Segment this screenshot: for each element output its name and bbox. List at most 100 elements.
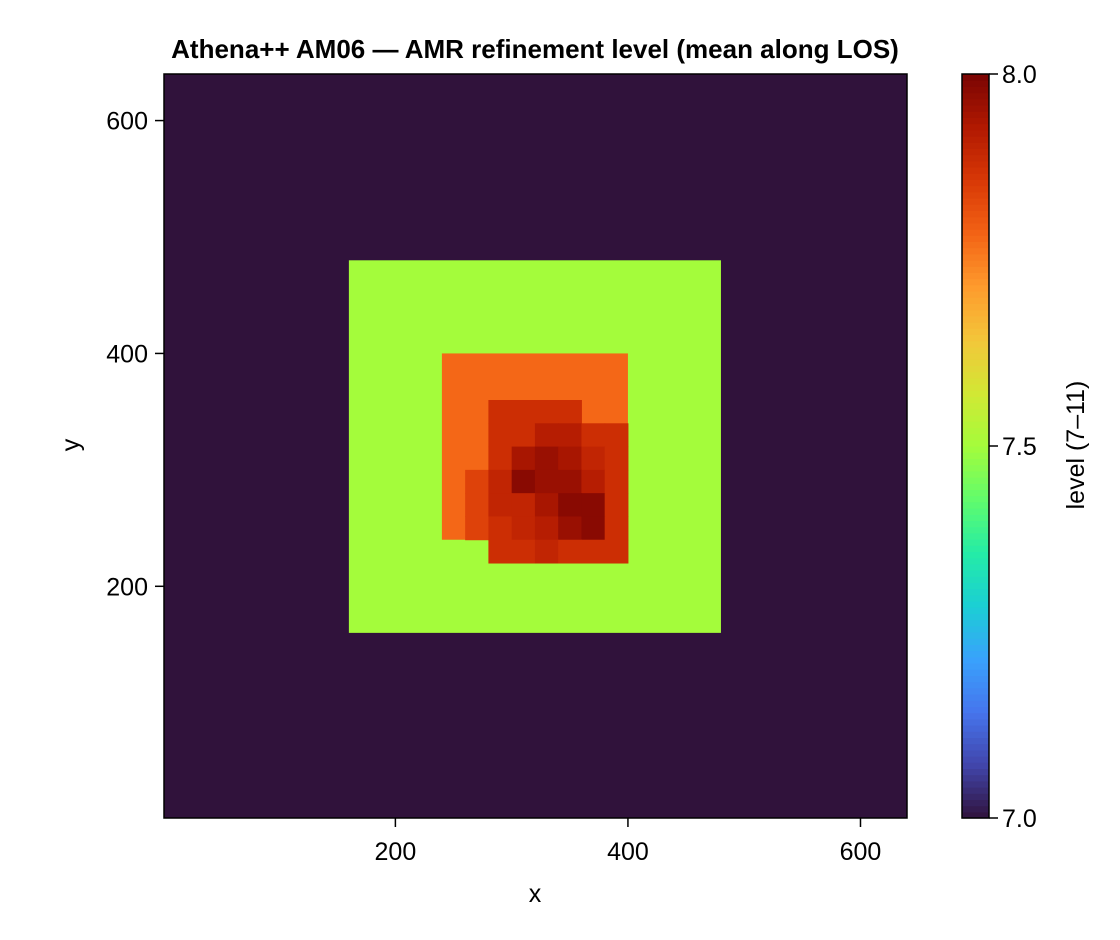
heatmap-cell (511, 539, 536, 564)
colorbar-strip (962, 117, 989, 125)
colorbar-strip (962, 80, 989, 87)
heatmap-cell (558, 400, 582, 424)
heatmap-cell (511, 469, 536, 494)
colorbar-strip (962, 334, 989, 342)
colorbar-strip (962, 774, 989, 782)
colorbar-strip (962, 210, 989, 218)
colorbar-strip (962, 229, 989, 236)
heatmap-cell (511, 493, 536, 517)
plot-area (164, 74, 907, 818)
colorbar-strip (962, 136, 989, 143)
colorbar-strip (962, 396, 989, 404)
colorbar-strip (962, 427, 989, 435)
colorbar-strip (962, 743, 989, 751)
colorbar-strip (962, 582, 989, 590)
colorbar-strip (962, 725, 989, 732)
x-tick-label: 400 (607, 838, 649, 866)
colorbar-strip (962, 204, 989, 211)
colorbar-strip (962, 532, 989, 540)
heatmap-cell (581, 469, 606, 494)
colorbar-strip (962, 272, 989, 280)
colorbar-strip (962, 607, 989, 614)
colorbar-strip (962, 638, 989, 645)
colorbar-strip (962, 669, 989, 676)
heatmap-cell (488, 423, 513, 448)
colorbar-strip (962, 129, 989, 137)
colorbar-strip (962, 390, 989, 397)
colorbar-label: level (7–11) (1062, 381, 1090, 510)
colorbar-strip (962, 570, 989, 577)
colorbar-strip (962, 700, 989, 707)
colorbar-strip (962, 365, 989, 373)
colorbar-strip (962, 74, 989, 81)
colorbar-strip (962, 656, 989, 664)
y-axis-label: y (57, 438, 85, 451)
colorbar-strip (962, 805, 989, 813)
colorbar-strip (962, 793, 989, 800)
heatmap-cell (581, 516, 606, 541)
colorbar-strip (962, 681, 989, 689)
colorbar-strip (962, 433, 989, 441)
heatmap-cell (581, 423, 606, 448)
colorbar-strip (962, 799, 989, 807)
colorbar-strip (962, 340, 989, 348)
colorbar-strip (962, 644, 989, 652)
colorbar-strip (962, 545, 989, 552)
colorbar-strip (962, 625, 989, 633)
colorbar-strip (962, 167, 989, 174)
colorbar-strip (962, 253, 989, 261)
colorbar-strip (962, 241, 989, 249)
colorbar-strip (962, 601, 989, 608)
colorbar-strip (962, 663, 989, 670)
colorbar-strip (962, 539, 989, 546)
colorbar-strip (962, 650, 989, 658)
y-tick-label: 400 (106, 340, 148, 368)
colorbar-strip (962, 142, 989, 149)
heatmap-cell (511, 400, 536, 424)
colorbar-strip (962, 384, 989, 391)
colorbar-strip (962, 315, 989, 323)
colorbar-strip (962, 297, 989, 304)
colorbar-strip (962, 439, 989, 447)
colorbar-strip (962, 359, 989, 366)
colorbar: 7.0 7.5 8.0 (961, 61, 1037, 833)
colorbar-strip (962, 762, 989, 769)
colorbar-strip (962, 737, 989, 745)
heatmap-cell (511, 446, 536, 471)
colorbar-strip (962, 464, 989, 472)
colorbar-strip (962, 148, 989, 156)
colorbar-strip (962, 377, 989, 385)
colorbar-strip (962, 694, 989, 701)
colorbar-strip (962, 328, 989, 335)
y-tick-label: 200 (106, 573, 148, 601)
colorbar-strip (962, 731, 989, 738)
heatmap-cell (534, 539, 559, 564)
colorbar-strip (962, 421, 989, 428)
heatmap-cell (558, 539, 582, 564)
colorbar-tick-label: 8.0 (1002, 61, 1037, 89)
heatmap-cell (488, 469, 513, 494)
heatmap-cell (465, 493, 489, 517)
colorbar-tick-label: 7.0 (1002, 805, 1037, 833)
colorbar-strip (962, 477, 989, 484)
colorbar-strip (962, 284, 989, 292)
heatmap-cell (581, 493, 606, 517)
colorbar-strip (962, 408, 989, 416)
colorbar-strip (962, 501, 989, 509)
colorbar-strip (962, 514, 989, 521)
colorbar-strip (962, 557, 989, 565)
colorbar-tick-label: 7.5 (1002, 433, 1037, 461)
colorbar-strip (962, 222, 989, 230)
chart-title: Athena++ AM06 — AMR refinement level (me… (171, 34, 899, 64)
colorbar-strip (962, 489, 989, 497)
heatmap-cell (558, 469, 582, 494)
heatmap-cell (511, 423, 536, 448)
colorbar-strip (962, 123, 989, 131)
colorbar-strip (962, 718, 989, 726)
colorbar-strip (962, 780, 989, 788)
colorbar-strip (962, 712, 989, 720)
colorbar-strip (962, 470, 989, 478)
colorbar-strip (962, 105, 989, 112)
colorbar-strip (962, 811, 989, 819)
